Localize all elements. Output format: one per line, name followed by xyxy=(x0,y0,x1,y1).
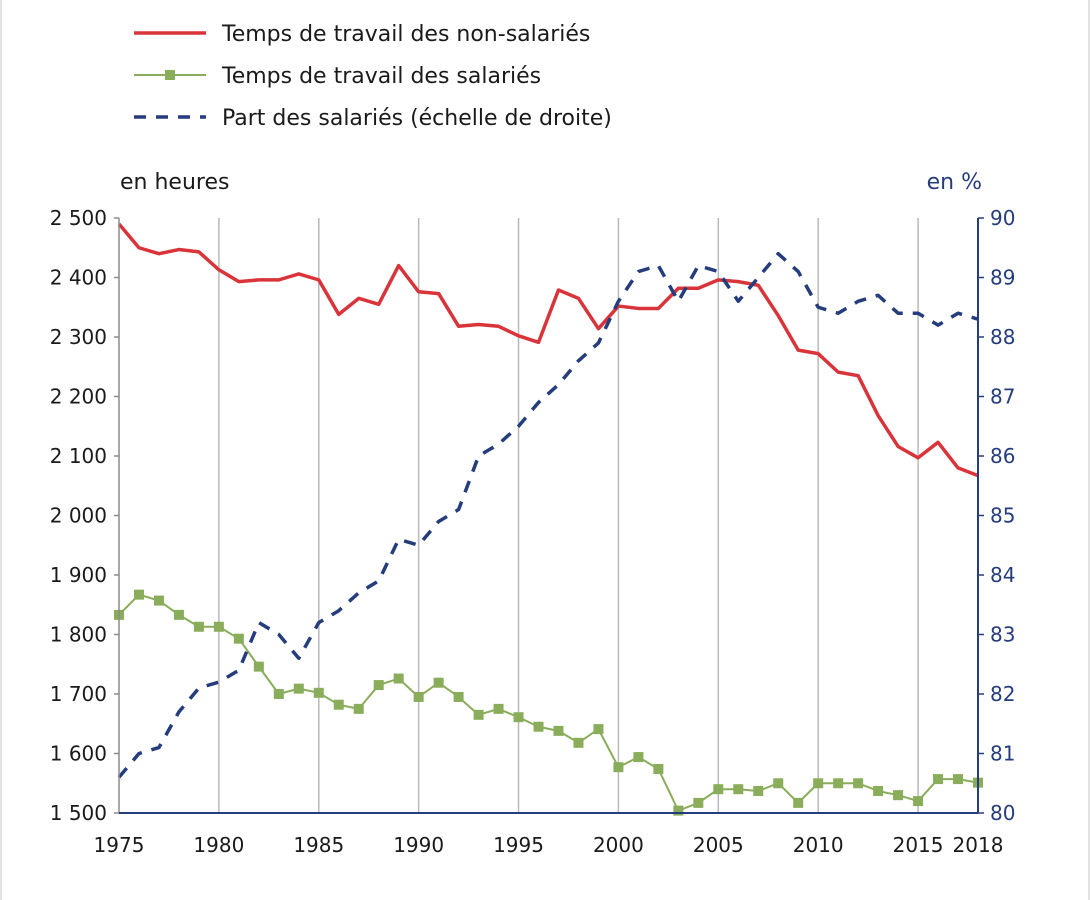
left-tick-label: 2 000 xyxy=(50,504,107,528)
data-point xyxy=(893,790,904,801)
right-axis-ticks: 90 89 88 87 86 85 84 83 82 81 80 xyxy=(978,206,1015,825)
right-tick-label: 82 xyxy=(990,682,1015,706)
right-tick-label: 87 xyxy=(990,385,1015,409)
right-tick-label: 90 xyxy=(990,206,1015,230)
data-point xyxy=(353,703,364,714)
data-point xyxy=(853,778,864,789)
legend: Temps de travail des non-salariés Temps … xyxy=(134,22,612,131)
x-tick-label: 2010 xyxy=(793,833,844,857)
data-point xyxy=(273,689,284,699)
data-point xyxy=(613,762,624,773)
left-tick-label: 2 200 xyxy=(50,385,107,409)
left-tick-label: 1 600 xyxy=(50,742,107,766)
series-line-2 xyxy=(117,251,979,779)
x-tick-label: 2005 xyxy=(693,833,744,857)
data-point xyxy=(573,737,584,748)
data-point xyxy=(393,673,404,684)
x-tick-label: 1985 xyxy=(293,833,344,857)
x-tick-label: 1995 xyxy=(493,833,544,857)
data-point xyxy=(173,609,184,620)
left-tick-label: 1 500 xyxy=(50,801,107,825)
legend-item-salaries: Temps de travail des salariés xyxy=(134,64,541,89)
data-point xyxy=(213,621,224,632)
x-tick-label: 2018 xyxy=(953,833,1004,857)
series-1 xyxy=(114,589,983,816)
data-point xyxy=(813,778,824,789)
data-point xyxy=(333,699,344,710)
data-point xyxy=(533,721,544,732)
data-point xyxy=(693,797,704,808)
left-tick-label: 2 400 xyxy=(50,266,107,290)
data-point xyxy=(833,778,844,789)
x-tick-label: 1990 xyxy=(393,833,444,857)
left-tick-label: 2 300 xyxy=(50,325,107,349)
data-point xyxy=(513,712,524,723)
data-point xyxy=(773,778,784,789)
legend-item-non-salaries: Temps de travail des non-salariés xyxy=(134,22,590,47)
right-tick-label: 85 xyxy=(990,504,1015,528)
data-point xyxy=(193,621,204,632)
legend-label-part-salaries: Part des salariés (échelle de droite) xyxy=(222,106,612,131)
x-axis-ticks: 1975 1980 1985 1990 1995 2000 2005 2010 2015 2018 xyxy=(94,833,1004,857)
right-axis-unit-label: en % xyxy=(927,170,982,195)
data-point xyxy=(153,595,164,606)
data-point xyxy=(553,725,564,736)
data-point xyxy=(633,752,644,763)
left-tick-label: 1 700 xyxy=(50,682,107,706)
data-point xyxy=(593,724,604,735)
data-point xyxy=(753,785,764,796)
right-tick-label: 89 xyxy=(990,266,1015,290)
data-point xyxy=(453,691,464,702)
data-point xyxy=(373,680,384,691)
left-axis-ticks: 2 500 2 400 2 300 2 200 2 100 2 000 1 900 1 800… xyxy=(50,206,119,825)
x-tick-label: 2015 xyxy=(893,833,944,857)
axes xyxy=(118,218,979,814)
legend-label-salaries: Temps de travail des salariés xyxy=(221,64,541,89)
vertical-gridlines xyxy=(218,218,919,813)
data-point xyxy=(293,683,304,694)
data-point xyxy=(933,774,944,785)
series-line-1 xyxy=(118,593,979,812)
data-point xyxy=(473,709,484,720)
x-tick-label: 1975 xyxy=(94,833,145,857)
left-axis-unit-label: en heures xyxy=(120,170,229,195)
left-tick-label: 2 100 xyxy=(50,444,107,468)
data-point xyxy=(133,589,144,600)
right-tick-label: 81 xyxy=(990,742,1015,766)
data-point xyxy=(233,633,244,644)
data-point xyxy=(733,784,744,795)
left-tick-label: 1 900 xyxy=(50,563,107,587)
data-point xyxy=(413,691,424,702)
legend-marker-salaries xyxy=(165,70,175,80)
legend-item-part-salaries: Part des salariés (échelle de droite) xyxy=(134,106,612,131)
left-tick-label: 2 500 xyxy=(50,206,107,230)
data-point xyxy=(653,763,664,774)
right-tick-label: 83 xyxy=(990,623,1015,647)
data-point xyxy=(493,703,504,714)
series-2 xyxy=(117,251,979,779)
data-point xyxy=(673,805,684,816)
right-tick-label: 80 xyxy=(990,801,1015,825)
data-point xyxy=(433,677,444,688)
data-point xyxy=(313,687,324,698)
data-point xyxy=(793,797,804,808)
data-point xyxy=(713,784,724,795)
x-tick-label: 2000 xyxy=(593,833,644,857)
right-tick-label: 84 xyxy=(990,563,1015,587)
data-point xyxy=(253,661,264,672)
series-layer xyxy=(114,222,983,816)
x-tick-label: 1980 xyxy=(193,833,244,857)
right-tick-label: 86 xyxy=(990,444,1015,468)
data-point xyxy=(913,796,924,807)
series-0 xyxy=(117,222,979,478)
right-tick-label: 88 xyxy=(990,325,1015,349)
data-point xyxy=(873,785,884,796)
left-tick-label: 1 800 xyxy=(50,623,107,647)
legend-label-non-salaries: Temps de travail des non-salariés xyxy=(221,22,590,47)
data-point xyxy=(953,774,964,785)
series-line-0 xyxy=(117,222,979,478)
